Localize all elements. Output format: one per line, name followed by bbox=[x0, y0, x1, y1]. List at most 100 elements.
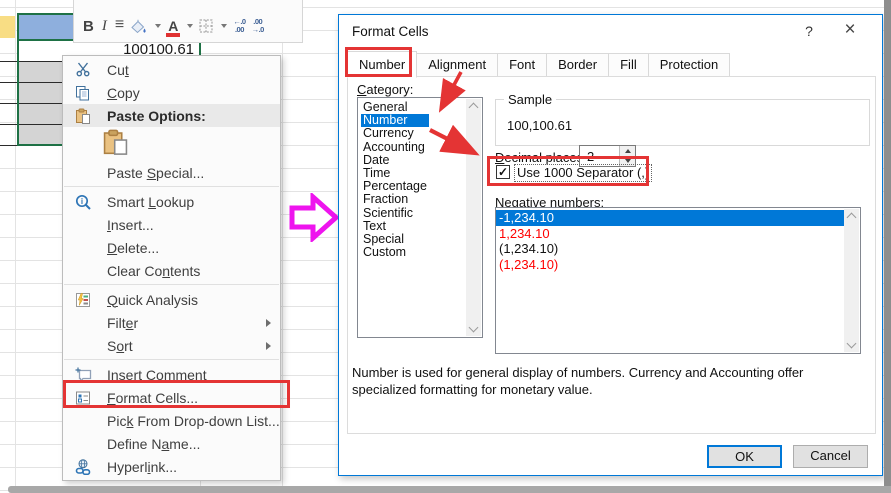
category-item-scientific[interactable]: Scientific bbox=[363, 205, 414, 220]
borders-icon bbox=[199, 19, 213, 33]
menu-separator bbox=[64, 284, 279, 285]
scroll-down-icon[interactable] bbox=[846, 338, 857, 349]
menu-item-copy[interactable]: Copy bbox=[63, 81, 280, 104]
negative-format-option-1[interactable]: 1,234.10 bbox=[499, 225, 550, 241]
menu-item-clear-contents[interactable]: Clear Contents bbox=[63, 259, 280, 282]
category-item-time[interactable]: Time bbox=[363, 166, 391, 181]
menu-item-label: Quick Analysis bbox=[107, 291, 199, 308]
use-1000-separator-label[interactable]: Use 1000 Separator (,) bbox=[513, 164, 653, 182]
use-1000-separator-checkbox[interactable]: ✓ bbox=[496, 165, 510, 179]
paste-large-icon[interactable] bbox=[103, 129, 128, 160]
italic-button[interactable]: I bbox=[101, 17, 107, 34]
menu-item-define-name[interactable]: Define Name... bbox=[63, 432, 280, 455]
ok-button[interactable]: OK bbox=[707, 445, 782, 468]
scroll-up-icon[interactable] bbox=[846, 212, 857, 223]
menu-item-quick-analysis[interactable]: Quick Analysis bbox=[63, 288, 280, 311]
spin-up-button[interactable] bbox=[620, 146, 635, 157]
increase-decimal-button[interactable]: ←.0.00 bbox=[233, 17, 246, 34]
svg-text:i: i bbox=[81, 197, 83, 206]
close-icon[interactable]: × bbox=[844, 19, 856, 40]
help-button[interactable]: ? bbox=[805, 23, 813, 39]
category-item-custom[interactable]: Custom bbox=[363, 245, 407, 260]
menu-item-hyperlink[interactable]: Hyperlink... bbox=[63, 455, 280, 478]
gridline bbox=[15, 0, 16, 486]
font-color-dropdown[interactable] bbox=[187, 24, 194, 28]
menu-icon-spacer bbox=[75, 262, 99, 280]
category-item-text[interactable]: Text bbox=[363, 218, 386, 233]
menu-item-cut[interactable]: Cut bbox=[63, 58, 280, 81]
menu-item-label: Sort bbox=[107, 337, 133, 354]
menu-item-pick-from-drop-down-list[interactable]: Pick From Drop-down List... bbox=[63, 409, 280, 432]
category-item-general[interactable]: General bbox=[363, 100, 408, 114]
decimal-places-stepper[interactable]: 2 bbox=[579, 145, 636, 167]
format-cells-icon bbox=[75, 389, 99, 407]
context-menu-items: Cut Copy Paste Options: Paste Special... i Sm… bbox=[63, 58, 280, 478]
flow-arrow bbox=[289, 193, 340, 242]
tab-border[interactable]: Border bbox=[547, 53, 610, 77]
category-item-special[interactable]: Special bbox=[363, 232, 404, 247]
menu-item-paste-special[interactable]: Paste Special... bbox=[63, 161, 280, 184]
menu-item-filter[interactable]: Filter bbox=[63, 311, 280, 334]
menu-item-format-cells[interactable]: Format Cells... bbox=[63, 386, 280, 409]
context-menu: Cut Copy Paste Options: Paste Special... i Sm… bbox=[62, 55, 281, 481]
menu-item-label: Filter bbox=[107, 314, 139, 331]
category-item-accounting[interactable]: Accounting bbox=[363, 139, 425, 154]
fill-color-button[interactable] bbox=[130, 19, 147, 34]
row-header-cell[interactable] bbox=[0, 16, 15, 38]
category-item-number[interactable]: Number bbox=[361, 114, 429, 128]
cancel-button[interactable]: Cancel bbox=[793, 445, 868, 468]
scroll-up-icon[interactable] bbox=[468, 102, 479, 113]
fill-color-dropdown[interactable] bbox=[155, 24, 162, 28]
sample-legend: Sample bbox=[504, 92, 557, 107]
category-label: Category: bbox=[357, 82, 414, 97]
menu-item-label: Smart Lookup bbox=[107, 193, 195, 210]
menu-item-delete[interactable]: Delete... bbox=[63, 236, 280, 259]
decrease-decimal-button[interactable]: .00 →.0 bbox=[251, 17, 265, 34]
menu-item-label: Format Cells... bbox=[107, 389, 199, 406]
align-icon[interactable]: ≡ bbox=[114, 16, 125, 33]
tab-alignment[interactable]: Alignment bbox=[417, 53, 499, 77]
spin-down-icon bbox=[624, 159, 631, 164]
category-item-date[interactable]: Date bbox=[363, 152, 390, 167]
spin-down-button[interactable] bbox=[620, 156, 635, 166]
menu-item-insert[interactable]: Insert... bbox=[63, 213, 280, 236]
menu-item-label: Insert... bbox=[107, 216, 154, 233]
negative-format-option-0[interactable]: -1,234.10 bbox=[496, 210, 844, 226]
scroll-down-icon[interactable] bbox=[468, 322, 479, 333]
tab-fill[interactable]: Fill bbox=[609, 53, 649, 77]
horizontal-scrollbar[interactable] bbox=[8, 486, 891, 493]
menu-item-paste-options[interactable]: Paste Options: bbox=[63, 104, 280, 127]
menu-icon-spacer bbox=[75, 216, 99, 234]
smart-lookup-icon: i bbox=[75, 193, 99, 211]
bold-button[interactable]: B bbox=[83, 17, 94, 35]
tab-font[interactable]: Font bbox=[498, 53, 548, 77]
category-item-currency[interactable]: Currency bbox=[363, 126, 414, 141]
vertical-scrollbar[interactable] bbox=[884, 0, 891, 486]
negative-format-option-3[interactable]: (1,234.10) bbox=[499, 256, 559, 272]
category-listbox[interactable]: General Number Currency Accounting Date Time P… bbox=[357, 97, 483, 338]
category-items: General Number Currency Accounting Date Time P… bbox=[361, 100, 482, 260]
negative-format-option-2[interactable]: (1,234.10) bbox=[499, 241, 559, 256]
submenu-arrow-icon bbox=[266, 341, 271, 350]
negative-scrollbar[interactable] bbox=[844, 209, 859, 352]
category-scrollbar[interactable] bbox=[466, 99, 481, 336]
tab-protection[interactable]: Protection bbox=[648, 53, 731, 77]
decimal-places-label: Decimal places: bbox=[495, 150, 587, 165]
submenu-arrow-icon bbox=[266, 318, 271, 327]
comment-icon bbox=[75, 366, 99, 384]
menu-item-insert-comment[interactable]: Insert Comment bbox=[63, 363, 280, 386]
sample-value: 100,100.61 bbox=[507, 118, 573, 133]
category-item-fraction[interactable]: Fraction bbox=[363, 192, 409, 207]
format-description: Number is used for general display of nu… bbox=[352, 365, 804, 398]
tab-page-frame bbox=[347, 76, 876, 434]
mini-toolbar: B I ≡ A ←.0.00 .00 →.0 bbox=[73, 0, 303, 43]
borders-button[interactable] bbox=[199, 19, 213, 33]
tab-number[interactable]: Number bbox=[347, 51, 418, 78]
negative-numbers-listbox[interactable]: -1,234.10 1,234.10 (1,234.10) (1,234.10) bbox=[495, 207, 861, 354]
font-color-button[interactable]: A bbox=[166, 18, 181, 37]
active-cell-value: 100100.61 bbox=[123, 41, 194, 58]
menu-item-sort[interactable]: Sort bbox=[63, 334, 280, 357]
category-item-percentage[interactable]: Percentage bbox=[363, 179, 427, 194]
menu-item-smart-lookup[interactable]: i Smart Lookup bbox=[63, 190, 280, 213]
borders-dropdown[interactable] bbox=[221, 24, 228, 28]
